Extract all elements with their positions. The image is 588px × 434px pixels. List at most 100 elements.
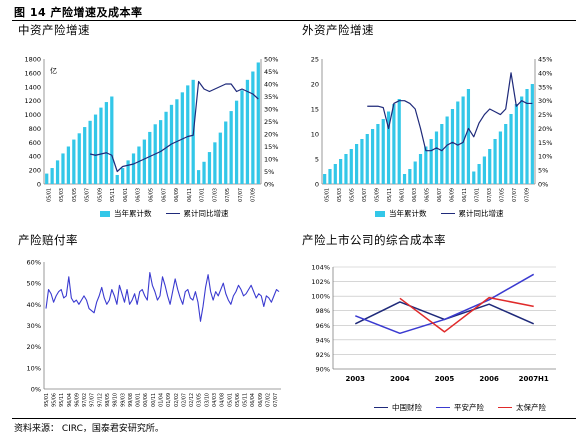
x-tick-label: 04/08 — [220, 393, 226, 407]
x-tick-label: 02/02 — [174, 393, 180, 407]
x-tick-label: 99/08 — [128, 393, 134, 407]
chart1-legend: 当年累计数 累计同比增速 — [100, 208, 229, 219]
bar — [509, 114, 513, 184]
x-tick-label: 06/11 — [462, 188, 468, 202]
y-tick-label: 94% — [316, 336, 330, 344]
legend-line-label: 累计同比增速 — [183, 209, 229, 218]
y-tick-label: 10 — [311, 131, 319, 139]
bar — [392, 104, 396, 184]
x-tick-label: 07/07 — [238, 188, 244, 202]
bar — [402, 174, 407, 184]
x-tick-label: 05/11 — [110, 188, 116, 202]
y-tick-label: 400 — [29, 153, 41, 161]
bar — [148, 131, 152, 184]
x-tick-label: 97/07 — [90, 393, 96, 407]
x-tick-label: 06/07 — [161, 188, 167, 202]
y-tick-label: 50% — [27, 280, 41, 288]
y-tick-label: 40% — [27, 301, 41, 309]
y2-tick-label: 40% — [538, 69, 552, 77]
bar — [466, 89, 471, 184]
legend-swatch-cpic — [498, 407, 512, 408]
bar — [104, 102, 109, 184]
y-tick-label: 1000 — [24, 111, 41, 119]
y2-tick-label: 30% — [538, 97, 552, 105]
x-tick-label: 06/05 — [425, 188, 431, 202]
chart2-legend: 当年累计数 累计同比增速 — [375, 208, 504, 219]
x-tick-label: 05/06 — [235, 393, 241, 407]
y2-tick-label: 45% — [538, 56, 552, 64]
bar — [50, 168, 54, 184]
bar — [429, 139, 433, 184]
x-tick-label: 07/05 — [500, 188, 506, 202]
bar — [213, 142, 217, 184]
x-tick-label: 05/11 — [243, 393, 249, 407]
growth-line — [89, 80, 259, 173]
x-tick-label: 05/01 — [324, 188, 330, 202]
y-tick-label: 15 — [311, 106, 319, 114]
bar — [418, 154, 423, 184]
bar — [77, 133, 81, 184]
x-tick-label: 05/07 — [85, 188, 91, 202]
x-tick-label: 07/09 — [251, 188, 257, 202]
x-tick-label: 95/06 — [51, 393, 57, 407]
x-tick-label: 01/09 — [166, 393, 172, 407]
x-tick-label: 00/06 — [143, 393, 149, 407]
y-tick-label: 104% — [311, 264, 330, 272]
x-tick-label: 04/03 — [212, 393, 218, 407]
x-tick-label: 06/09 — [258, 393, 264, 407]
legend-line-swatch — [165, 213, 180, 214]
y-tick-label: 1600 — [24, 69, 41, 77]
bar — [55, 160, 60, 184]
bar — [333, 164, 337, 184]
pingan-line — [355, 273, 535, 335]
x-category-label: 2005 — [435, 375, 455, 383]
bar — [477, 164, 481, 184]
bar — [461, 96, 465, 184]
bottom-rule — [12, 418, 576, 419]
bar — [224, 121, 228, 184]
unit-label: 亿 — [50, 66, 57, 75]
y-tick-label: 0% — [31, 386, 41, 394]
bar — [472, 171, 476, 184]
bar — [186, 85, 190, 184]
loss-ratio-line — [45, 272, 280, 322]
y2-tick-label: 10% — [264, 156, 278, 164]
bar — [498, 131, 502, 184]
bar — [72, 139, 76, 184]
y2-tick-label: 30% — [264, 106, 278, 114]
x-tick-label: 99/03 — [120, 393, 126, 407]
x-tick-label: 96/04 — [67, 393, 73, 407]
bar — [83, 127, 87, 184]
x-tick-label: 00/11 — [151, 393, 157, 407]
bar — [115, 174, 119, 184]
y2-tick-label: 25% — [264, 118, 278, 126]
legend-line-label: 累计同比增速 — [458, 209, 504, 218]
x-tick-label: 05/03 — [59, 188, 65, 202]
bar — [202, 161, 206, 184]
bar — [328, 169, 332, 184]
chart4-legend: 中国财险 平安产险 太保产险 — [374, 402, 546, 413]
x-tick-label: 95/01 — [44, 393, 50, 407]
bar — [445, 116, 449, 184]
x-tick-label: 06/03 — [136, 188, 142, 202]
x-tick-label: 05/05 — [349, 188, 355, 202]
y-tick-label: 102% — [311, 278, 330, 286]
y-tick-label: 0 — [315, 181, 319, 189]
x-tick-label: 97/12 — [97, 393, 103, 407]
x-tick-label: 07/03 — [212, 188, 218, 202]
y2-tick-label: 15% — [264, 143, 278, 151]
x-tick-label: 02/07 — [181, 393, 187, 407]
x-tick-label: 98/10 — [113, 393, 119, 407]
x-tick-label: 07/01 — [200, 188, 206, 202]
legend-swatch-picc — [374, 407, 388, 408]
y-tick-label: 25 — [311, 56, 319, 64]
y2-tick-label: 45% — [264, 68, 278, 76]
bar — [99, 107, 103, 184]
bar — [323, 174, 327, 184]
legend-bar-swatch — [375, 210, 385, 217]
x-tick-label: 05/07 — [362, 188, 368, 202]
x-tick-label: 95/11 — [59, 393, 65, 407]
y-tick-label: 200 — [29, 167, 41, 175]
